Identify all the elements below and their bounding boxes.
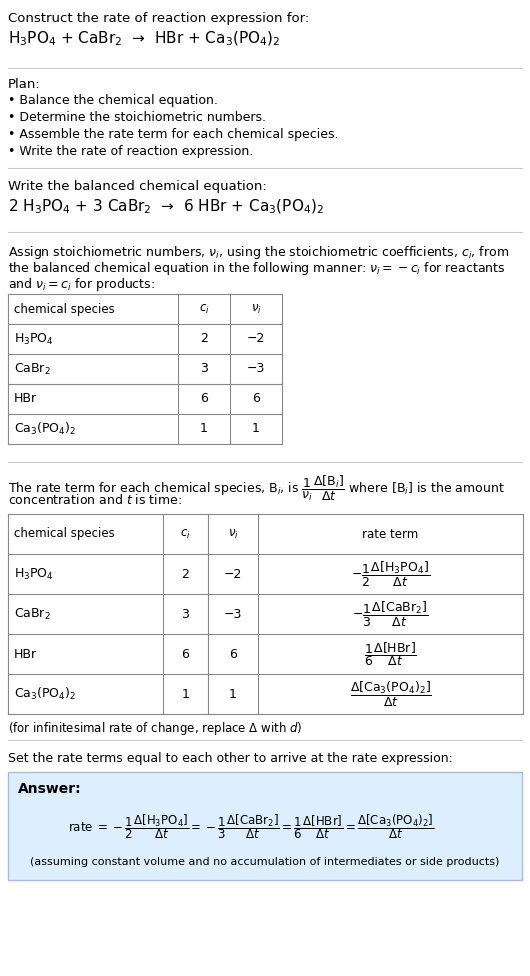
Text: 3: 3 [200, 362, 208, 376]
FancyBboxPatch shape [8, 772, 522, 880]
Text: chemical species: chemical species [14, 527, 115, 541]
Text: and $\nu_i = c_i$ for products:: and $\nu_i = c_i$ for products: [8, 276, 155, 293]
Text: Answer:: Answer: [18, 782, 82, 796]
Text: 6: 6 [182, 647, 189, 661]
Text: rate term: rate term [363, 527, 419, 541]
Text: HBr: HBr [14, 392, 37, 405]
Text: Plan:: Plan: [8, 78, 41, 91]
Text: Ca$_3$(PO$_4$)$_2$: Ca$_3$(PO$_4$)$_2$ [14, 421, 76, 437]
Text: Assign stoichiometric numbers, $\nu_i$, using the stoichiometric coefficients, $: Assign stoichiometric numbers, $\nu_i$, … [8, 244, 509, 261]
Text: HBr: HBr [14, 647, 37, 661]
Text: the balanced chemical equation in the following manner: $\nu_i = -c_i$ for react: the balanced chemical equation in the fo… [8, 260, 506, 277]
Text: H$_3$PO$_4$: H$_3$PO$_4$ [14, 332, 54, 346]
Text: −2: −2 [224, 567, 242, 581]
Text: $\nu_i$: $\nu_i$ [251, 303, 261, 315]
Text: 2 H$_3$PO$_4$ + 3 CaBr$_2$  →  6 HBr + Ca$_3$(PO$_4$)$_2$: 2 H$_3$PO$_4$ + 3 CaBr$_2$ → 6 HBr + Ca$… [8, 198, 324, 217]
Text: CaBr$_2$: CaBr$_2$ [14, 361, 51, 377]
Text: (assuming constant volume and no accumulation of intermediates or side products): (assuming constant volume and no accumul… [30, 857, 500, 867]
Text: $\nu_i$: $\nu_i$ [227, 527, 238, 541]
Text: • Assemble the rate term for each chemical species.: • Assemble the rate term for each chemic… [8, 128, 339, 141]
Bar [8, 514, 523, 714]
Text: chemical species: chemical species [14, 303, 115, 315]
Text: Set the rate terms equal to each other to arrive at the rate expression:: Set the rate terms equal to each other t… [8, 752, 453, 765]
Text: 6: 6 [229, 647, 237, 661]
Text: $c_i$: $c_i$ [199, 303, 209, 315]
Text: 3: 3 [182, 607, 189, 621]
Text: $\dfrac{\Delta[\mathrm{Ca_3(PO_4)_2}]}{\Delta t}$: $\dfrac{\Delta[\mathrm{Ca_3(PO_4)_2}]}{\… [349, 679, 431, 709]
Text: Write the balanced chemical equation:: Write the balanced chemical equation: [8, 180, 267, 193]
Text: $-\dfrac{1}{3}\dfrac{\Delta[\mathrm{CaBr_2}]}{\Delta t}$: $-\dfrac{1}{3}\dfrac{\Delta[\mathrm{CaBr… [352, 599, 429, 629]
Text: 2: 2 [200, 333, 208, 346]
Text: $-\dfrac{1}{2}\dfrac{\Delta[\mathrm{H_3PO_4}]}{\Delta t}$: $-\dfrac{1}{2}\dfrac{\Delta[\mathrm{H_3P… [351, 559, 430, 589]
Text: 1: 1 [200, 423, 208, 435]
Text: 2: 2 [182, 567, 189, 581]
Text: −3: −3 [224, 607, 242, 621]
Text: 1: 1 [229, 687, 237, 701]
Text: 1: 1 [182, 687, 189, 701]
Text: • Write the rate of reaction expression.: • Write the rate of reaction expression. [8, 145, 253, 158]
Text: −3: −3 [247, 362, 265, 376]
Text: 6: 6 [200, 392, 208, 405]
Text: The rate term for each chemical species, B$_i$, is $\dfrac{1}{\nu_i}\dfrac{\Delt: The rate term for each chemical species,… [8, 474, 505, 503]
Text: (for infinitesimal rate of change, replace Δ with $d$): (for infinitesimal rate of change, repla… [8, 720, 303, 737]
Text: concentration and $t$ is time:: concentration and $t$ is time: [8, 493, 182, 507]
Text: Construct the rate of reaction expression for:: Construct the rate of reaction expressio… [8, 12, 309, 25]
Text: 1: 1 [252, 423, 260, 435]
Text: $\dfrac{1}{6}\dfrac{\Delta[\mathrm{HBr}]}{\Delta t}$: $\dfrac{1}{6}\dfrac{\Delta[\mathrm{HBr}]… [364, 640, 417, 668]
Text: CaBr$_2$: CaBr$_2$ [14, 606, 51, 622]
Text: $c_i$: $c_i$ [180, 527, 191, 541]
Text: Ca$_3$(PO$_4$)$_2$: Ca$_3$(PO$_4$)$_2$ [14, 686, 76, 702]
Text: • Determine the stoichiometric numbers.: • Determine the stoichiometric numbers. [8, 111, 266, 124]
Text: rate $= -\dfrac{1}{2}\dfrac{\Delta[\mathrm{H_3PO_4}]}{\Delta t} = -\dfrac{1}{3}\: rate $= -\dfrac{1}{2}\dfrac{\Delta[\math… [68, 813, 435, 841]
Text: • Balance the chemical equation.: • Balance the chemical equation. [8, 94, 218, 107]
Text: H$_3$PO$_4$: H$_3$PO$_4$ [14, 566, 54, 582]
Text: 6: 6 [252, 392, 260, 405]
Text: H$_3$PO$_4$ + CaBr$_2$  →  HBr + Ca$_3$(PO$_4$)$_2$: H$_3$PO$_4$ + CaBr$_2$ → HBr + Ca$_3$(PO… [8, 30, 280, 49]
Text: −2: −2 [247, 333, 265, 346]
Bar [8, 294, 282, 444]
